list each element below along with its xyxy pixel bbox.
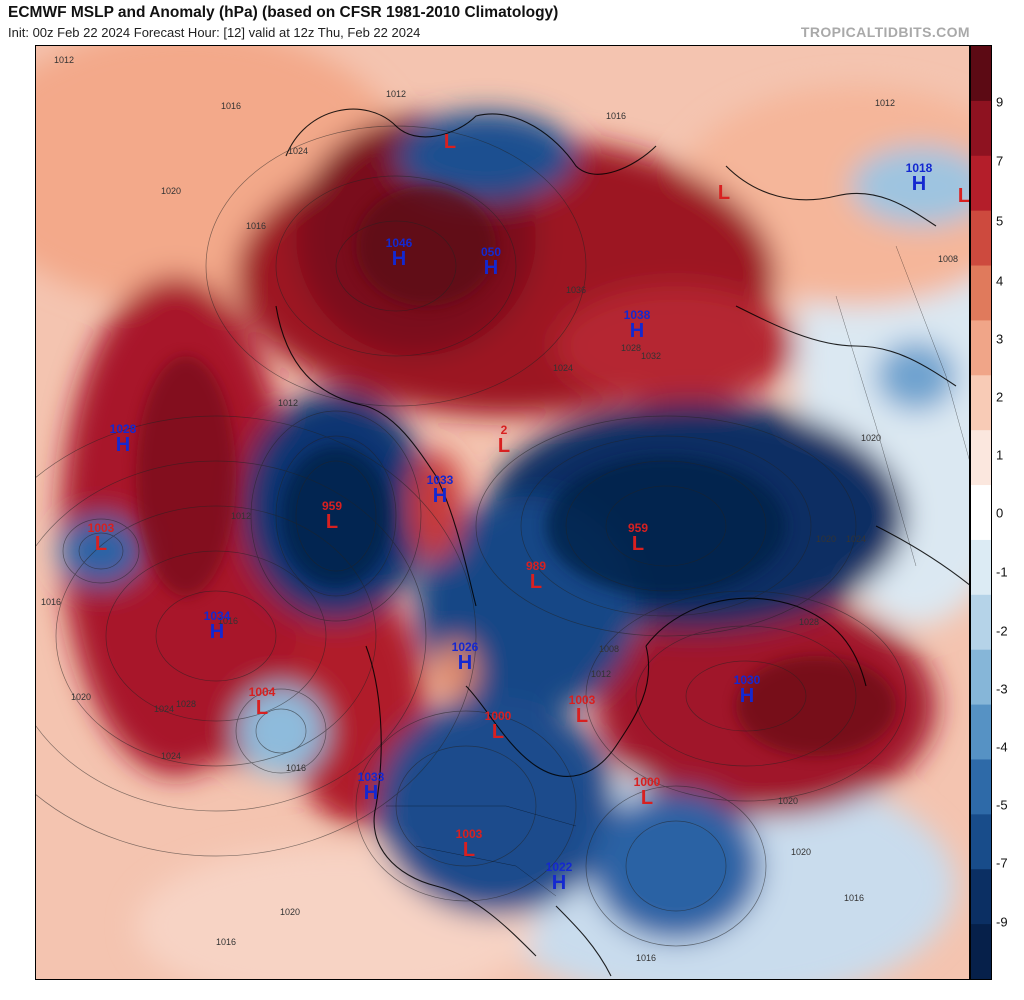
isobar-label: 1016 bbox=[217, 616, 239, 626]
high-pressure-marker: 050 H bbox=[480, 245, 502, 279]
colorbar-swatch bbox=[971, 485, 991, 541]
isobar-label: 1012 bbox=[385, 89, 407, 99]
isobar-label: 1032 bbox=[640, 351, 662, 361]
high-pressure-marker: 1038 H bbox=[623, 308, 651, 342]
isobar-label: 1028 bbox=[175, 699, 197, 709]
isobar-label: 1024 bbox=[160, 751, 182, 761]
isobar-label: 1016 bbox=[215, 937, 237, 947]
low-pressure-marker: 1003 L bbox=[87, 521, 115, 555]
isobar-label: 1016 bbox=[245, 221, 267, 231]
low-pressure-marker: L bbox=[717, 182, 731, 204]
isobar-label: 1016 bbox=[285, 763, 307, 773]
isobar-label: 1020 bbox=[815, 534, 837, 544]
isobar-label: 1012 bbox=[53, 55, 75, 65]
isobar-label: 1020 bbox=[777, 796, 799, 806]
colorbar-swatch bbox=[971, 155, 991, 212]
colorbar-tick-label: -2 bbox=[996, 623, 1008, 639]
colorbar-swatch bbox=[971, 375, 991, 431]
colorbar-tick-label: -1 bbox=[996, 564, 1008, 580]
colorbar-gradient bbox=[971, 46, 991, 979]
isobar-label: 1024 bbox=[552, 363, 574, 373]
low-pressure-marker: 1000 L bbox=[484, 709, 512, 743]
low-pressure-marker: L bbox=[443, 131, 457, 153]
high-pressure-marker: 1028 H bbox=[109, 422, 137, 456]
colorbar-swatch bbox=[971, 46, 991, 102]
isobar-label: 1020 bbox=[160, 186, 182, 196]
colorbar-tick-label: 3 bbox=[996, 331, 1004, 347]
colorbar-swatch bbox=[971, 704, 991, 761]
coastlines bbox=[275, 108, 969, 977]
low-pressure-marker: 989 L bbox=[525, 559, 547, 593]
high-pressure-marker: 1026 H bbox=[451, 640, 479, 674]
low-pressure-marker: L bbox=[957, 185, 970, 207]
high-pressure-marker: 1030 H bbox=[733, 673, 761, 707]
isobar-label: 1024 bbox=[287, 146, 309, 156]
isobar-label: 1020 bbox=[70, 692, 92, 702]
colorbar-tick-label: -5 bbox=[996, 797, 1008, 813]
high-pressure-marker: 1046 H bbox=[385, 236, 413, 270]
low-pressure-marker: 959 L bbox=[627, 521, 649, 555]
low-pressure-marker: 959 L bbox=[321, 499, 343, 533]
colorbar-tick-label: -3 bbox=[996, 681, 1008, 697]
isobar-label: 1008 bbox=[937, 254, 959, 264]
isobar-label: 1016 bbox=[843, 893, 865, 903]
isobar-label: 1008 bbox=[598, 644, 620, 654]
colorbar-swatch bbox=[971, 210, 991, 267]
high-pressure-marker: 1033 H bbox=[357, 770, 385, 804]
colorbar-tick-label: -4 bbox=[996, 739, 1008, 755]
isobar-label: 1028 bbox=[798, 617, 820, 627]
colorbar-swatch bbox=[971, 430, 991, 486]
colorbar-swatch bbox=[971, 869, 991, 925]
isobar-label: 1012 bbox=[277, 398, 299, 408]
low-pressure-marker: 1004 L bbox=[248, 685, 276, 719]
isobar-label: 1020 bbox=[860, 433, 882, 443]
colorbar-tick-label: 5 bbox=[996, 213, 1004, 229]
isobar-label: 1020 bbox=[790, 847, 812, 857]
high-pressure-marker: 1022 H bbox=[545, 860, 573, 894]
brand-watermark: TROPICALTIDBITS.COM bbox=[800, 24, 970, 40]
colorbar-tick-label: 0 bbox=[996, 505, 1004, 521]
low-pressure-marker: 1000 L bbox=[633, 775, 661, 809]
colorbar-swatch bbox=[971, 320, 991, 376]
anomaly-field bbox=[36, 46, 969, 979]
high-pressure-marker: 1033 H bbox=[426, 473, 454, 507]
anomaly-map: 1012 1016 1012 1020 1024 1016 1008 1020 … bbox=[35, 45, 970, 980]
colorbar-swatch bbox=[971, 265, 991, 322]
colorbar-tick-label: 9 bbox=[996, 94, 1004, 110]
isobar-label: 1016 bbox=[605, 111, 627, 121]
colorbar-tick-label: -9 bbox=[996, 914, 1008, 930]
colorbar-tick-label: -7 bbox=[996, 855, 1008, 871]
isobar-label: 1036 bbox=[565, 285, 587, 295]
colorbar-swatch bbox=[971, 100, 991, 157]
map-title: ECMWF MSLP and Anomaly (hPa) (based on C… bbox=[8, 4, 559, 21]
low-pressure-marker: 1003 L bbox=[455, 827, 483, 861]
isobar-label: 1012 bbox=[230, 511, 252, 521]
colorbar-swatch bbox=[971, 594, 991, 651]
high-pressure-marker: 1034 H bbox=[203, 609, 231, 643]
isobar-label: 1028 bbox=[620, 343, 642, 353]
colorbar-swatch bbox=[971, 759, 991, 815]
isobar-label: 1024 bbox=[845, 534, 867, 544]
colorbar-tick-label: 1 bbox=[996, 447, 1004, 463]
colorbar-tick-label: 2 bbox=[996, 389, 1004, 405]
colorbar-swatch bbox=[971, 539, 991, 596]
isobar-label: 1012 bbox=[874, 98, 896, 108]
colorbar-swatch bbox=[971, 814, 991, 870]
isobar-label: 1024 bbox=[153, 704, 175, 714]
anomaly-colorbar bbox=[970, 45, 992, 980]
borders bbox=[386, 245, 969, 897]
colorbar-tick-label: 7 bbox=[996, 153, 1004, 169]
isobar-label: 1012 bbox=[590, 669, 612, 679]
isobar-label: 1016 bbox=[635, 953, 657, 963]
high-pressure-marker: 1018 H bbox=[905, 161, 933, 195]
colorbar-tick-label: 4 bbox=[996, 273, 1004, 289]
low-pressure-marker: 1003 L bbox=[568, 693, 596, 727]
isobar-label: 1020 bbox=[279, 907, 301, 917]
colorbar-swatch bbox=[971, 924, 991, 979]
isobar-label: 1016 bbox=[40, 597, 62, 607]
isobar-label: 1016 bbox=[220, 101, 242, 111]
map-subtitle: Init: 00z Feb 22 2024 Forecast Hour: [12… bbox=[8, 25, 421, 40]
colorbar-swatch bbox=[971, 649, 991, 706]
